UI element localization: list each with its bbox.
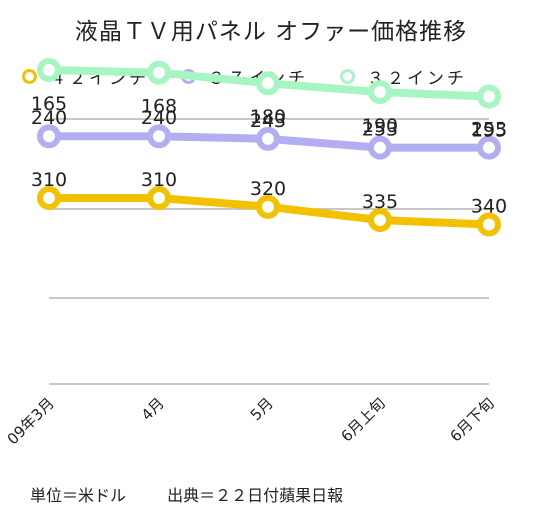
chart-footer: 単位＝米ドル 出典＝２２日付蘋果日報 [30, 482, 379, 506]
x-tick-label-1: 4月 [138, 394, 168, 424]
legend-label-32: ３２インチ [367, 68, 467, 89]
x-tick-label-0: 09年3月 [4, 394, 58, 448]
data-point-1-2 [256, 126, 280, 151]
data-point-2-4 [477, 84, 501, 109]
legend-marker-32 [340, 68, 355, 84]
data-label-0-1: 310 [141, 169, 177, 191]
data-point-2-0 [37, 58, 61, 82]
data-point-2-3 [368, 80, 392, 105]
data-label-2-0: 165 [31, 93, 67, 115]
data-point-0-4 [477, 212, 501, 237]
data-label-1-1: 240 [141, 107, 177, 129]
data-point-1-1 [147, 124, 171, 149]
data-point-1-4 [477, 135, 501, 160]
data-label-1-3: 253 [362, 119, 398, 141]
data-point-0-3 [368, 208, 392, 233]
data-label-2-1: 168 [141, 96, 177, 118]
data-label-1-4: 253 [471, 119, 507, 141]
source-note: 出典＝２２日付蘋果日報 [167, 486, 344, 505]
data-point-1-0 [37, 124, 61, 149]
data-label-0-4: 340 [471, 195, 507, 217]
data-point-0-2 [256, 194, 280, 219]
chart-title: 液晶ＴＶ用パネル オファー価格推移 [74, 19, 468, 45]
x-tick-label-3: 6月上旬 [338, 394, 389, 445]
x-tick-label-2: 5月 [247, 394, 277, 424]
x-tick-label-4: 6月下旬 [447, 394, 498, 445]
legend-item-32: ３２インチ [340, 64, 467, 89]
data-point-2-2 [256, 71, 280, 96]
data-label-1-2: 243 [250, 110, 286, 132]
data-point-0-1 [147, 186, 171, 210]
data-label-1-0: 240 [31, 107, 67, 129]
data-label-2-4: 195 [471, 119, 507, 141]
data-label-0-0: 310 [31, 169, 67, 191]
data-label-2-2: 180 [250, 106, 286, 128]
data-label-2-3: 190 [362, 115, 398, 137]
data-point-0-0 [37, 186, 61, 210]
legend-marker-42 [22, 68, 37, 84]
unit-note: 単位＝米ドル [30, 486, 127, 505]
data-point-1-3 [368, 135, 392, 160]
data-label-0-2: 320 [250, 178, 286, 200]
data-point-2-1 [147, 60, 171, 85]
data-label-0-3: 335 [362, 191, 398, 213]
